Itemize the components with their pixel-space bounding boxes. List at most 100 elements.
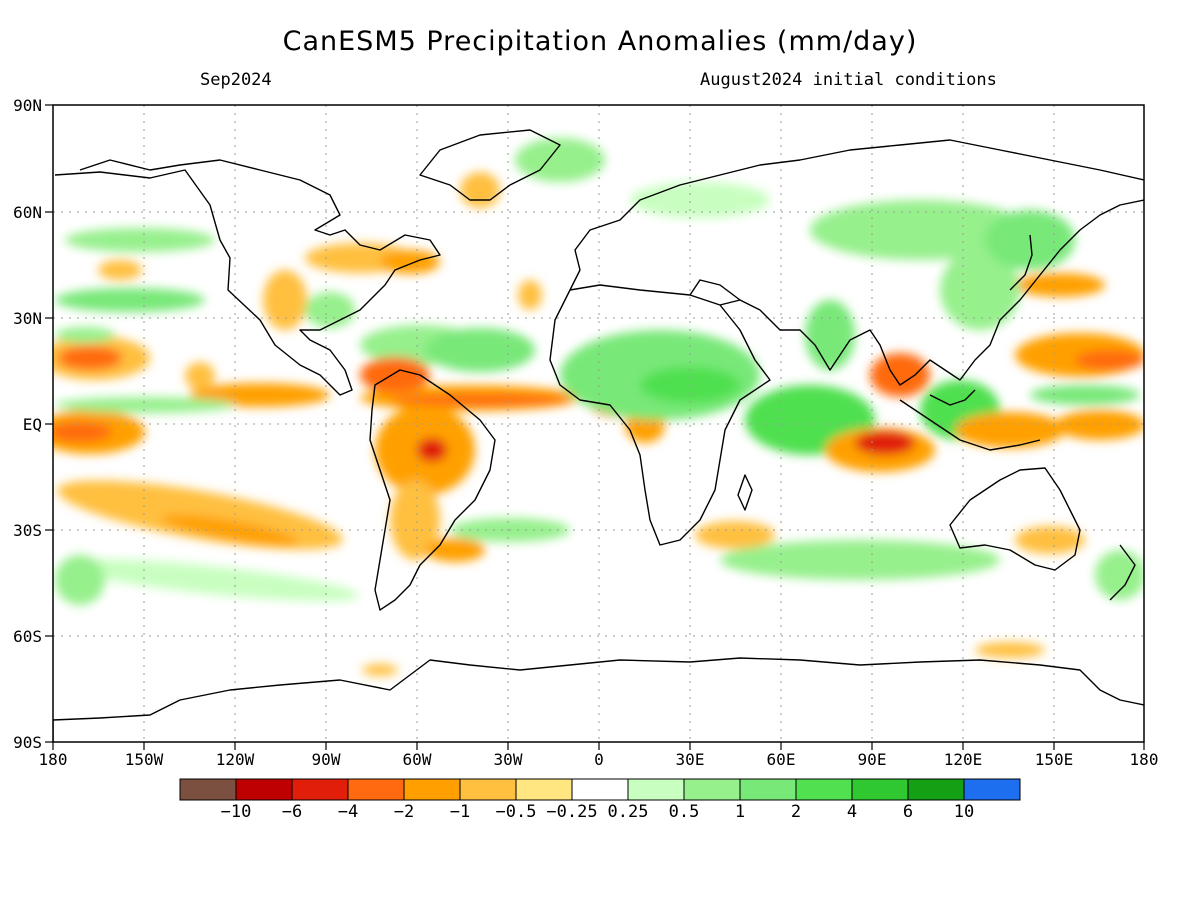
colorbar-swatch: [627, 778, 685, 801]
colorbar-label: 0.5: [668, 802, 700, 822]
colorbar-label: 2: [790, 802, 802, 822]
colorbar-label: −6: [281, 802, 303, 822]
lon-label: 90E: [857, 750, 887, 769]
colorbar-label: 4: [846, 802, 858, 822]
lon-label: 150E: [1034, 750, 1074, 769]
coastlines: [53, 129, 1144, 742]
anomaly-patch: [1030, 385, 1140, 405]
graticule: [53, 105, 1144, 742]
colorbar-swatch: [291, 778, 349, 801]
coastline-madagascar: [737, 474, 753, 511]
anomaly-patch: [630, 182, 770, 218]
anomaly-patch: [417, 438, 447, 462]
colorbar: [179, 778, 1021, 801]
colorbar-label: −4: [337, 802, 359, 822]
anomaly-patch: [695, 521, 775, 549]
anomaly-patch: [55, 397, 235, 413]
anomaly-patch: [810, 200, 1030, 260]
lon-label: 180: [38, 750, 68, 769]
lat-label: 90N: [13, 96, 42, 115]
anomaly-patch: [518, 280, 542, 310]
lon-label: 180: [1129, 750, 1159, 769]
anomaly-patch: [1095, 550, 1144, 600]
forecast-month: Sep2024: [200, 70, 272, 90]
colorbar-label: −2: [393, 802, 415, 822]
colorbar-swatch: [459, 778, 517, 801]
anomaly-patch: [955, 412, 1065, 448]
anomaly-patch: [263, 270, 307, 330]
anomaly-patch: [1015, 526, 1085, 554]
anomaly-patch: [1015, 273, 1105, 297]
anomaly-patch: [190, 383, 330, 407]
colorbar-swatch: [235, 778, 293, 801]
anomaly-patch: [460, 172, 500, 208]
anomaly-patch: [390, 394, 570, 406]
colorbar-swatch: [851, 778, 909, 801]
colorbar-swatch: [515, 778, 573, 801]
colorbar-swatch: [963, 778, 1021, 801]
lon-label: 150W: [124, 750, 164, 769]
colorbar-label: 1: [734, 802, 746, 822]
anomaly-patch: [65, 228, 215, 252]
colorbar-swatch: [739, 778, 797, 801]
coastline-indonesia: [899, 389, 1041, 451]
initial-conditions-label: August2024 initial conditions: [700, 70, 997, 90]
anomaly-patch: [425, 538, 485, 562]
colorbar-swatch: [907, 778, 965, 801]
lon-label: 30E: [675, 750, 705, 769]
anomaly-patch: [975, 642, 1045, 658]
anomaly-patch: [185, 362, 215, 390]
lat-label: 30N: [13, 309, 42, 328]
lon-label: 60W: [402, 750, 432, 769]
anomaly-patch: [362, 664, 398, 676]
anomaly-patch: [1055, 410, 1144, 440]
coastline-north-america: [54, 159, 441, 396]
coastline-antarctica: [53, 657, 1144, 742]
lon-label: 0: [594, 750, 604, 769]
anomaly-patch: [425, 328, 535, 372]
anomaly-patch: [940, 250, 1020, 330]
anomaly-patch: [870, 353, 930, 397]
anomaly-patch: [305, 292, 355, 328]
colorbar-label: −0.5: [495, 802, 537, 822]
coastline-japan: [1009, 234, 1033, 291]
colorbar-label: −0.25: [546, 802, 598, 822]
colorbar-label: 10: [953, 802, 975, 822]
lat-label: EQ: [22, 415, 42, 434]
anomaly-patch: [58, 346, 122, 370]
anomaly-patch: [805, 300, 855, 370]
colorbar-swatch: [347, 778, 405, 801]
lat-label: 60S: [13, 627, 42, 646]
colorbar-swatch: [179, 778, 237, 801]
lat-label: 60N: [13, 203, 42, 222]
axis-ticks: [45, 104, 1145, 750]
colorbar-swatch: [683, 778, 741, 801]
lon-label: 120E: [943, 750, 983, 769]
anomaly-patch: [55, 288, 205, 312]
coastline-eurasia: [569, 139, 1144, 386]
anomaly-patch: [98, 260, 142, 280]
anomaly-patch: [53, 422, 112, 442]
coastline-greenland: [419, 129, 561, 201]
map-title: CanESM5 Precipitation Anomalies (mm/day): [282, 26, 918, 57]
lon-label: 120W: [215, 750, 255, 769]
lon-label: 90W: [311, 750, 341, 769]
anomaly-patch: [55, 327, 115, 343]
coastline-south-america: [369, 369, 496, 611]
anomaly-patch: [55, 555, 105, 605]
lat-label: 90S: [13, 733, 42, 752]
anomaly-patch: [1075, 350, 1144, 370]
anomaly-patch: [390, 480, 440, 560]
colorbar-swatch: [403, 778, 461, 801]
colorbar-swatch: [795, 778, 853, 801]
lat-label: 30S: [13, 521, 42, 540]
colorbar-label: −10: [220, 802, 252, 822]
lon-label: 30W: [493, 750, 523, 769]
coastline-australia: [949, 467, 1081, 571]
colorbar-swatch: [571, 778, 629, 801]
coastline-new-zealand: [1109, 544, 1136, 601]
colorbar-label: 0.25: [607, 802, 649, 822]
anomaly-patch: [855, 431, 915, 455]
colorbar-label: −1: [449, 802, 471, 822]
